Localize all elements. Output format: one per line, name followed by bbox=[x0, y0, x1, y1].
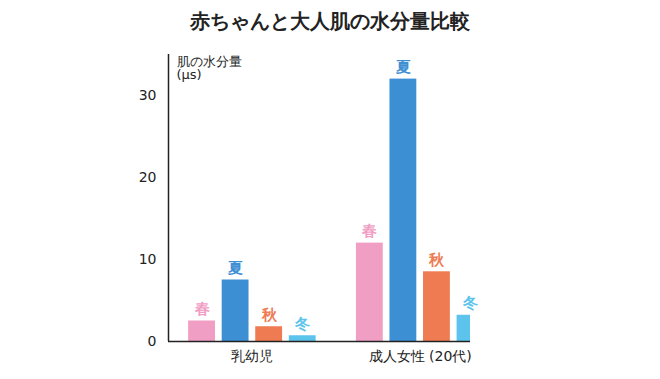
html-text:赤ちゃんと大人肌の水分量比較: 赤ちゃんと大人肌の水分量比較 bbox=[190, 9, 470, 33]
svg-text:成人女性 (20代): 成人女性 (20代) bbox=[369, 348, 472, 364]
svg-text:夏: 夏 bbox=[227, 259, 243, 277]
svg-text:0: 0 bbox=[148, 333, 157, 349]
svg-text:秋: 秋 bbox=[261, 306, 278, 324]
svg-text:肌の水分量(μs): 肌の水分量(μs) bbox=[177, 54, 242, 82]
svg-text:30: 30 bbox=[139, 87, 157, 103]
svg-text:10: 10 bbox=[139, 251, 157, 267]
svg-text:夏: 夏 bbox=[395, 58, 411, 76]
svg-text:冬: 冬 bbox=[294, 315, 310, 333]
svg-text:冬: 冬 bbox=[462, 294, 478, 312]
svg-text:乳幼児: 乳幼児 bbox=[231, 348, 273, 364]
svg-text:春: 春 bbox=[361, 222, 377, 240]
svg-text:春: 春 bbox=[194, 300, 210, 318]
svg-text:秋: 秋 bbox=[428, 251, 445, 269]
svg-text:20: 20 bbox=[139, 169, 157, 185]
